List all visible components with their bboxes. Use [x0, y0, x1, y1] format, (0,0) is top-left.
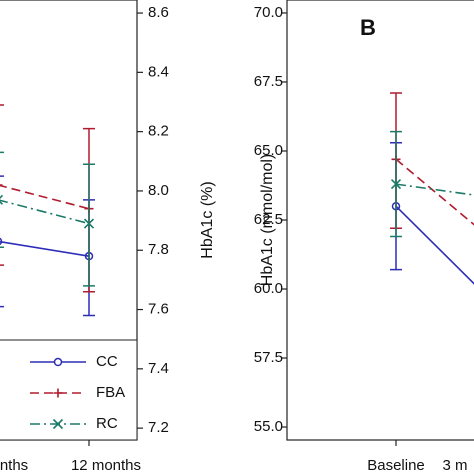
line	[0, 240, 90, 257]
y-tick-label: 8.2	[148, 123, 169, 140]
line	[0, 184, 90, 210]
point	[0, 237, 3, 246]
y-tick-label: 7.6	[148, 301, 169, 318]
y-tick-label: 70.0	[254, 4, 283, 21]
y-tick-label: 55.0	[254, 418, 283, 435]
y-tick-label: 7.4	[148, 360, 169, 377]
error-bar	[0, 151, 4, 249]
line	[395, 205, 474, 285]
right-panel-frame	[286, 0, 474, 441]
point	[0, 184, 3, 186]
error-bar	[83, 163, 95, 287]
x-tick-label: 3 m	[442, 457, 467, 474]
legend-label: RC	[96, 415, 118, 432]
legend-box	[0, 339, 138, 441]
point	[83, 218, 95, 229]
point	[390, 179, 402, 190]
x-tick-label: 12 months	[71, 457, 141, 474]
legend-marker	[53, 357, 63, 367]
line	[0, 199, 90, 225]
y-axis-label: HbA1c (%)	[199, 181, 216, 258]
y-tick-label: 65.0	[254, 142, 283, 159]
error-bar	[0, 104, 4, 266]
legend-marker	[53, 388, 63, 398]
y-tick-label: 8.6	[148, 4, 169, 21]
y-tick-label: 62.5	[254, 211, 283, 228]
y-tick-label: 8.0	[148, 182, 169, 199]
legend-label: FBA	[96, 384, 125, 401]
panel-label: B	[360, 15, 376, 40]
x-tick-label: Baseline	[367, 457, 425, 474]
legend-marker	[52, 418, 64, 430]
y-tick-label: 8.4	[148, 63, 169, 80]
y-tick-label: 7.2	[148, 419, 169, 436]
y-axis-label: HbA1c (mmol/mol)	[259, 154, 276, 286]
x-tick-label: nths	[0, 457, 28, 474]
y-tick-label: 7.8	[148, 241, 169, 258]
y-tick-label: 67.5	[254, 73, 283, 90]
line	[395, 158, 474, 226]
point	[0, 194, 4, 205]
y-tick-label: 60.0	[254, 280, 283, 297]
error-bar	[0, 175, 4, 308]
y-tick-label: 57.5	[254, 349, 283, 366]
legend-label: CC	[96, 353, 118, 370]
line	[395, 183, 474, 196]
